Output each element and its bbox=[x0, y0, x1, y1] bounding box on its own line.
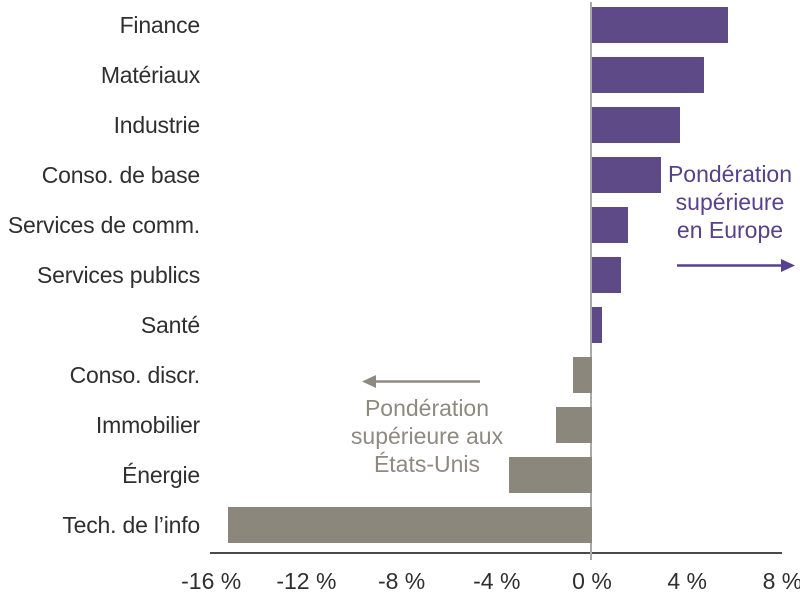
category-label: Conso. de base bbox=[41, 162, 201, 188]
bar bbox=[592, 107, 681, 143]
annotation-europe-line1: Pondération bbox=[667, 161, 793, 187]
annotation-europe-line3: en Europe bbox=[676, 217, 784, 243]
bar bbox=[508, 457, 592, 493]
category-label: Conso. discr. bbox=[69, 362, 201, 388]
bar bbox=[592, 157, 662, 193]
bar bbox=[592, 307, 602, 343]
category-label: Finance bbox=[119, 12, 201, 38]
x-axis-tick-label: 4 % bbox=[667, 568, 707, 594]
bar bbox=[592, 207, 628, 243]
zero-baseline bbox=[590, 2, 592, 560]
annotation-us-line2: supérieure aux bbox=[350, 423, 504, 449]
category-label: Immobilier bbox=[95, 412, 200, 438]
x-axis-tick-label: -12 % bbox=[276, 568, 337, 594]
category-label: Tech. de l’info bbox=[62, 512, 200, 538]
right-arrow-icon bbox=[677, 259, 795, 272]
annotation-us: Pondération supérieure aux États-Unis bbox=[342, 394, 512, 478]
annotation-us-line1: Pondération bbox=[364, 395, 490, 421]
annotation-europe-line2: supérieure bbox=[675, 189, 785, 215]
x-axis-tick-label: -8 % bbox=[377, 568, 426, 594]
bar bbox=[592, 7, 728, 43]
bar bbox=[592, 57, 704, 93]
category-label: Industrie bbox=[113, 112, 201, 138]
category-label: Matériaux bbox=[100, 62, 200, 88]
category-label: Énergie bbox=[122, 462, 200, 488]
bar bbox=[572, 357, 592, 393]
x-axis-tick-label: 8 % bbox=[762, 568, 800, 594]
x-axis-tick-label: 0 % bbox=[572, 568, 612, 594]
bar bbox=[592, 257, 621, 293]
category-label: Services de comm. bbox=[7, 212, 200, 238]
bar bbox=[227, 507, 592, 543]
category-label: Services publics bbox=[37, 262, 200, 288]
left-arrow-icon bbox=[362, 375, 480, 388]
x-axis-line bbox=[210, 552, 782, 554]
category-label: Santé bbox=[140, 312, 200, 338]
x-axis-tick-label: -16 % bbox=[181, 568, 242, 594]
annotation-europe: Pondération supérieure en Europe bbox=[650, 160, 800, 244]
bar bbox=[556, 407, 592, 443]
annotation-us-line3: États-Unis bbox=[373, 451, 481, 477]
x-axis-tick-label: -4 % bbox=[473, 568, 521, 594]
